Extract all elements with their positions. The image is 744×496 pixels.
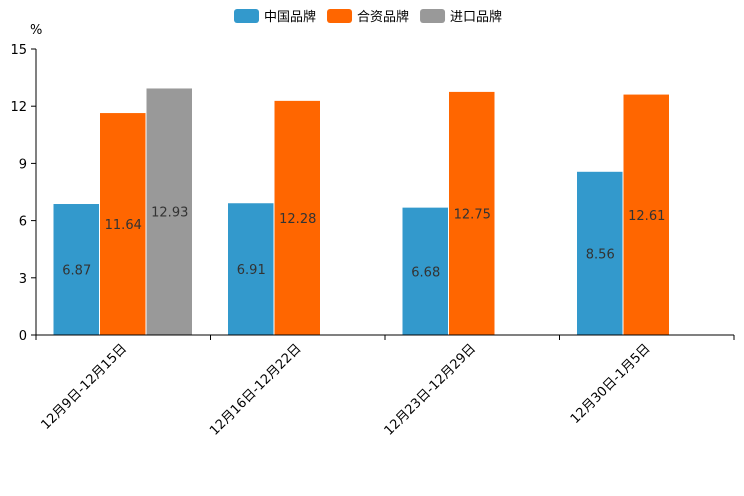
- legend-swatch: [420, 9, 446, 23]
- bar: [623, 94, 669, 335]
- data-label: 12.61: [628, 209, 665, 224]
- bar: [53, 204, 99, 335]
- legend-swatch: [327, 9, 353, 23]
- data-label: 8.56: [586, 247, 615, 262]
- data-label: 11.64: [105, 218, 142, 233]
- data-label: 6.68: [411, 265, 440, 280]
- y-tick-label: 0: [19, 329, 27, 344]
- data-label: 12.28: [279, 212, 316, 227]
- y-unit-label: %: [30, 23, 42, 38]
- x-tick-label: 12月9日-12月15日: [38, 341, 130, 433]
- data-label: 6.87: [62, 264, 91, 279]
- y-tick-label: 15: [10, 43, 27, 58]
- x-tick-label: 12月23日-12月29日: [382, 341, 479, 438]
- legend-label: 中国品牌: [264, 9, 316, 25]
- bar: [100, 113, 146, 336]
- data-label: 12.75: [454, 207, 491, 222]
- bar: [577, 171, 623, 335]
- legend-swatch: [234, 9, 259, 23]
- bar: [449, 91, 495, 336]
- x-axis: 12月9日-12月15日 12月16日-12月22日 12月23日-12月29日 12…: [35, 334, 735, 439]
- data-label: 12.93: [151, 206, 188, 221]
- y-axis: 0 3 6 9 12 15: [10, 43, 37, 344]
- y-tick-label: 12: [10, 100, 27, 115]
- bars: 6.87 11.64 12.93 6.91 12.28 6.68 12.75 8.56 12.6…: [53, 88, 669, 336]
- x-tick-label: 12月16日-12月22日: [207, 341, 304, 438]
- y-tick-label: 3: [19, 272, 27, 287]
- data-label: 6.91: [237, 263, 266, 278]
- legend: 中国品牌 合资品牌 进口品牌: [234, 9, 502, 25]
- legend-label: 合资品牌: [357, 9, 409, 25]
- bar: [274, 100, 320, 336]
- bar: [402, 207, 448, 335]
- bar: [228, 203, 274, 335]
- x-tick-label: 12月30日-1月5日: [568, 341, 654, 427]
- y-tick-label: 6: [19, 215, 27, 230]
- legend-label: 进口品牌: [450, 9, 502, 25]
- y-tick-label: 9: [19, 157, 27, 172]
- bar: [146, 88, 192, 335]
